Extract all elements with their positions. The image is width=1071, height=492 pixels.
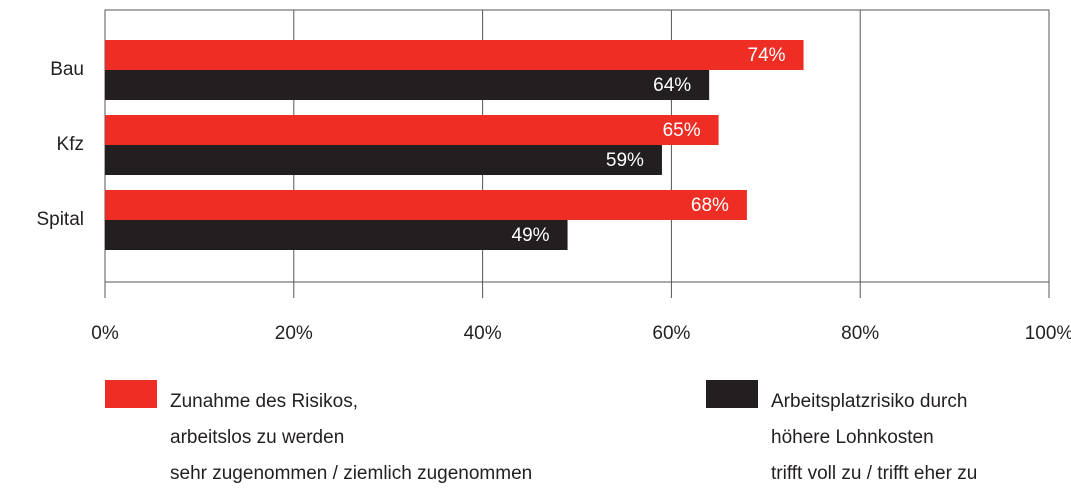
bar bbox=[105, 145, 662, 175]
x-tick-label: 40% bbox=[464, 323, 502, 344]
x-tick-label: 20% bbox=[275, 323, 313, 344]
legend-label: Zunahme des Risikos, arbeitslos zu werde… bbox=[170, 391, 533, 484]
legend-label: Arbeitsplatzrisiko durch höhere Lohnkost… bbox=[771, 391, 978, 484]
bar bbox=[105, 70, 710, 100]
legend-swatch bbox=[105, 380, 157, 408]
bar bbox=[105, 40, 804, 70]
bar bbox=[105, 220, 568, 250]
value-label: 74% bbox=[748, 45, 786, 66]
x-tick-label: 80% bbox=[841, 323, 879, 344]
legend-swatch bbox=[706, 380, 758, 408]
y-tick-label: Spital bbox=[36, 209, 84, 230]
bar bbox=[105, 115, 719, 145]
value-label: 59% bbox=[606, 150, 644, 171]
chart: 0% 20% 40% 60% 80% 100% Bau 74% 64% Kfz 65% 59% Spit… bbox=[36, 9, 1071, 344]
value-label: 64% bbox=[653, 75, 691, 96]
value-label: 65% bbox=[663, 120, 701, 141]
value-label: 68% bbox=[691, 195, 729, 216]
legend-item: Zunahme des Risikos, arbeitslos zu werde… bbox=[105, 380, 532, 492]
bar bbox=[105, 190, 747, 220]
value-label: 49% bbox=[512, 225, 550, 246]
page: 0% 20% 40% 60% 80% 100% Bau 74% 64% Kfz 65% 59% Spit… bbox=[36, 9, 1071, 484]
x-tick-label: 100% bbox=[1025, 323, 1071, 344]
legend-item: Arbeitsplatzrisiko durch höhere Lohnkost… bbox=[706, 380, 977, 492]
x-tick-label: 0% bbox=[91, 323, 119, 344]
x-tick-label: 60% bbox=[652, 323, 690, 344]
y-tick-label: Bau bbox=[50, 59, 84, 80]
y-tick-label: Kfz bbox=[57, 134, 84, 155]
